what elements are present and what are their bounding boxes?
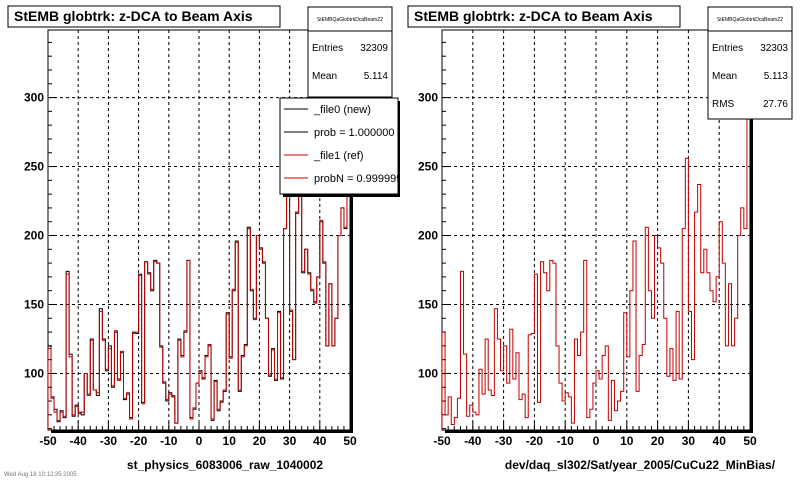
x-tick-label: -50 (39, 434, 57, 448)
x-tick-label: 0 (593, 434, 600, 448)
y-tick-label: 250 (418, 160, 438, 174)
x-tick-label: -10 (557, 434, 575, 448)
legend-label: probN = 0.999999 (314, 173, 400, 185)
stats-value: 32309 (360, 43, 388, 54)
y-tick-label: 300 (418, 91, 438, 105)
x-tick-label: -30 (100, 434, 118, 448)
legend-label: prob = 1.000000 (314, 127, 394, 139)
stats-label: Entries (712, 43, 743, 54)
footer-timestamp: Wed Aug 18 10:12:35 2005 (4, 472, 77, 478)
chart-title: StEMB globtrk: z-DCA to Beam Axis (14, 8, 253, 24)
y-tick-label: 250 (24, 160, 44, 174)
x-tick-label: 30 (682, 434, 696, 448)
x-tick-label: -20 (130, 434, 148, 448)
legend-label: _file0 (new) (313, 104, 371, 116)
y-tick-label: 200 (418, 229, 438, 243)
x-tick-label: -50 (433, 434, 451, 448)
stats-value: 32303 (760, 43, 788, 54)
x-tick-label: -20 (526, 434, 544, 448)
x-axis-label: st_physics_6083006_raw_1040002 (127, 458, 323, 472)
x-axis-label: dev/daq_sl302/Sat/year_2005/CuCu22_MinBi… (505, 458, 776, 472)
left-histogram-chart: -50 -40 -30 -20 -10 0 10 20 30 40 50 100 150 200 250 30… (4, 5, 400, 478)
x-tick-label: 50 (743, 434, 757, 448)
x-tick-label: 0 (196, 434, 203, 448)
stats-label: Mean (312, 71, 337, 82)
y-tick-label: 100 (24, 366, 44, 380)
x-tick-label: 50 (343, 434, 357, 448)
stats-label: RMS (712, 99, 735, 110)
y-tick-label: 200 (24, 229, 44, 243)
histogram-series-line (442, 52, 750, 430)
stats-label: Mean (712, 71, 737, 82)
title-box (407, 5, 681, 28)
x-tick-label: -10 (160, 434, 178, 448)
stats-value: 5.114 (364, 71, 389, 82)
x-tick-label: -40 (70, 434, 88, 448)
x-tick-label: 40 (713, 434, 727, 448)
legend-label: _file1 (ref) (313, 150, 364, 162)
y-tick-label: 150 (418, 297, 438, 311)
x-tick-label: 20 (651, 434, 665, 448)
x-tick-label: 20 (253, 434, 267, 448)
histogram-series-0 (442, 52, 750, 430)
y-tick-label: 100 (418, 366, 438, 380)
stats-name: StEMBQaGlobtrkDcaBeamZ2 (317, 17, 383, 23)
left-histogram-pad: -50 -40 -30 -20 -10 0 10 20 30 40 50 100 150 200 250 30… (4, 5, 400, 478)
x-tick-label: 10 (620, 434, 634, 448)
stats-box (707, 6, 793, 120)
right-histogram-chart: -50 -40 -30 -20 -10 0 10 20 30 40 50 100 150 200 250 30… (407, 5, 793, 472)
stats-box (307, 6, 393, 98)
stats-label: Entries (312, 43, 343, 54)
chart-title: StEMB globtrk: z-DCA to Beam Axis (414, 8, 653, 24)
y-tick-label: 300 (24, 91, 44, 105)
stats-name: StEMBQaGlobtrkDcaBeamZ2 (717, 17, 783, 23)
x-tick-label: -40 (464, 434, 482, 448)
y-tick-label: 150 (24, 297, 44, 311)
title-box (7, 5, 281, 28)
x-tick-label: 30 (283, 434, 297, 448)
stats-value: 27.76 (763, 99, 788, 110)
stats-value: 5.113 (764, 71, 789, 82)
x-tick-label: 40 (313, 434, 327, 448)
right-histogram-pad: -50 -40 -30 -20 -10 0 10 20 30 40 50 100 150 200 250 30… (400, 0, 800, 480)
x-tick-label: 10 (223, 434, 237, 448)
x-tick-label: -30 (495, 434, 513, 448)
